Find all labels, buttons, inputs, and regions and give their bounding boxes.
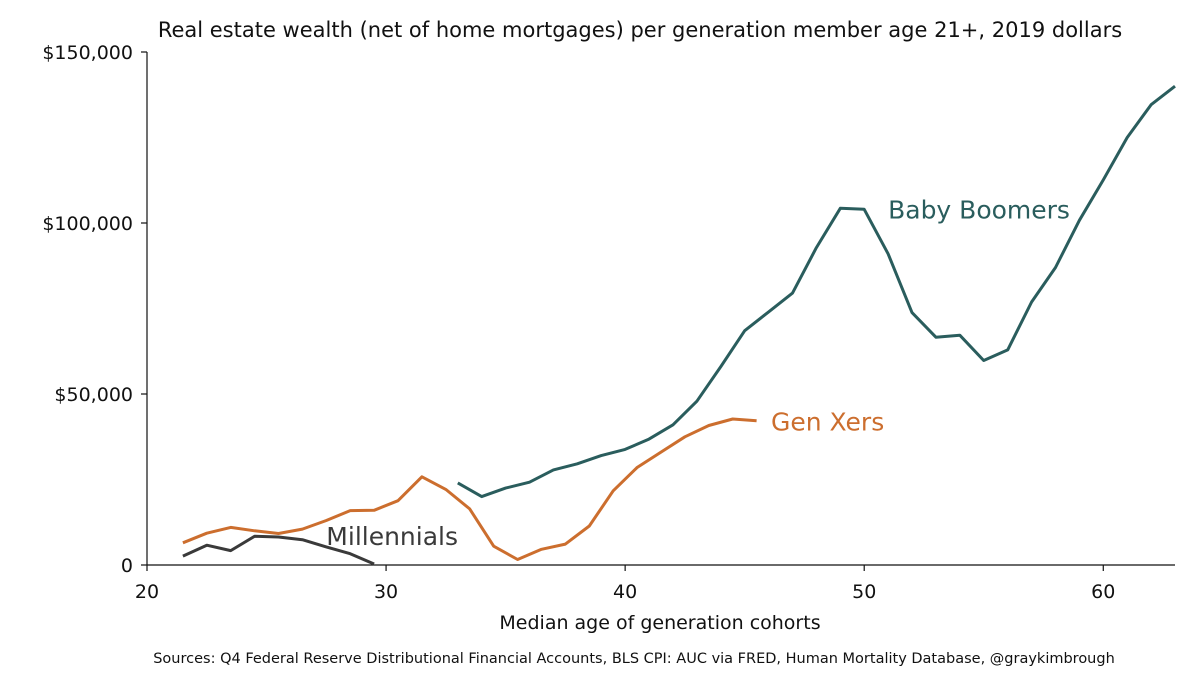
data-point-millennials <box>253 534 257 538</box>
data-point-baby-boomers <box>1030 300 1034 304</box>
data-point-baby-boomers <box>671 423 675 427</box>
data-point-baby-boomers <box>1149 103 1153 107</box>
series-line-gen-xers <box>182 417 757 561</box>
series-label-millennials: Millennials <box>326 522 458 551</box>
data-point-millennials <box>372 562 376 566</box>
series-lines <box>181 84 1177 566</box>
data-point-gen-xers <box>587 524 591 528</box>
data-point-gen-xers <box>635 466 639 470</box>
data-point-baby-boomers <box>551 468 555 472</box>
x-tick-label: 30 <box>374 581 398 603</box>
x-axis-title: Median age of generation cohorts <box>499 612 820 634</box>
data-point-baby-boomers <box>575 462 579 466</box>
y-tick-label: $50,000 <box>54 384 133 406</box>
data-point-baby-boomers <box>910 311 914 315</box>
data-point-baby-boomers <box>1125 136 1129 140</box>
data-point-baby-boomers <box>528 480 532 484</box>
data-point-baby-boomers <box>814 246 818 250</box>
data-point-gen-xers <box>444 487 448 491</box>
data-point-millennials <box>181 554 185 558</box>
series-line-baby-boomers <box>457 85 1176 499</box>
data-point-baby-boomers <box>647 437 651 441</box>
data-point-gen-xers <box>516 558 520 562</box>
data-point-millennials <box>348 552 352 556</box>
data-point-gen-xers <box>611 489 615 493</box>
data-point-baby-boomers <box>599 454 603 458</box>
data-point-baby-boomers <box>1173 84 1177 88</box>
data-point-baby-boomers <box>791 291 795 295</box>
data-point-gen-xers <box>707 424 711 428</box>
data-point-baby-boomers <box>838 206 842 210</box>
y-tick-label: $100,000 <box>42 213 133 235</box>
chart-title: Real estate wealth (net of home mortgage… <box>158 18 1122 42</box>
data-point-baby-boomers <box>719 365 723 369</box>
data-point-gen-xers <box>683 435 687 439</box>
x-tick-label: 50 <box>852 581 876 603</box>
series-label-gen-xers: Gen Xers <box>771 407 884 436</box>
data-point-baby-boomers <box>982 359 986 363</box>
data-point-millennials <box>229 549 233 553</box>
data-point-gen-xers <box>420 475 424 479</box>
data-point-gen-xers <box>659 450 663 454</box>
data-point-gen-xers <box>492 544 496 548</box>
series-labels: Baby Boomers Gen Xers Millennials <box>326 195 1070 551</box>
data-point-baby-boomers <box>1006 348 1010 352</box>
data-point-gen-xers <box>372 508 376 512</box>
data-point-gen-xers <box>540 547 544 551</box>
data-point-baby-boomers <box>958 333 962 337</box>
x-tick-label: 20 <box>135 581 159 603</box>
data-point-baby-boomers <box>480 495 484 499</box>
data-point-baby-boomers <box>1077 218 1081 222</box>
data-point-baby-boomers <box>886 252 890 256</box>
data-point-gen-xers <box>396 499 400 503</box>
data-point-gen-xers <box>348 509 352 513</box>
source-note: Sources: Q4 Federal Reserve Distribution… <box>153 651 1115 667</box>
data-point-gen-xers <box>731 417 735 421</box>
x-tick-label: 60 <box>1091 581 1115 603</box>
data-point-gen-xers <box>205 531 209 535</box>
data-point-gen-xers <box>300 527 304 531</box>
y-tick-label: $150,000 <box>42 42 133 64</box>
data-point-millennials <box>277 535 281 539</box>
series-label-baby-boomers: Baby Boomers <box>888 195 1070 224</box>
data-point-gen-xers <box>253 529 257 533</box>
data-point-baby-boomers <box>504 486 508 490</box>
series-line-millennials <box>182 534 375 566</box>
data-point-gen-xers <box>563 542 567 546</box>
data-point-millennials <box>300 538 304 542</box>
data-point-millennials <box>205 543 209 547</box>
data-point-gen-xers <box>277 532 281 536</box>
data-point-baby-boomers <box>862 207 866 211</box>
data-point-gen-xers <box>229 525 233 529</box>
data-point-baby-boomers <box>1101 178 1105 182</box>
data-point-gen-xers <box>755 419 759 423</box>
axes: 0 $50,000 $100,000 $150,000 20 30 40 50 60 <box>42 42 1175 603</box>
data-point-baby-boomers <box>934 335 938 339</box>
data-point-baby-boomers <box>623 447 627 451</box>
data-point-baby-boomers <box>695 399 699 403</box>
y-tick-label: 0 <box>121 555 133 577</box>
data-point-gen-xers <box>468 507 472 511</box>
data-point-baby-boomers <box>743 329 747 333</box>
data-point-gen-xers <box>181 541 185 545</box>
data-point-baby-boomers <box>767 310 771 314</box>
data-point-baby-boomers <box>1054 266 1058 270</box>
data-point-baby-boomers <box>456 481 460 485</box>
x-tick-label: 40 <box>613 581 637 603</box>
